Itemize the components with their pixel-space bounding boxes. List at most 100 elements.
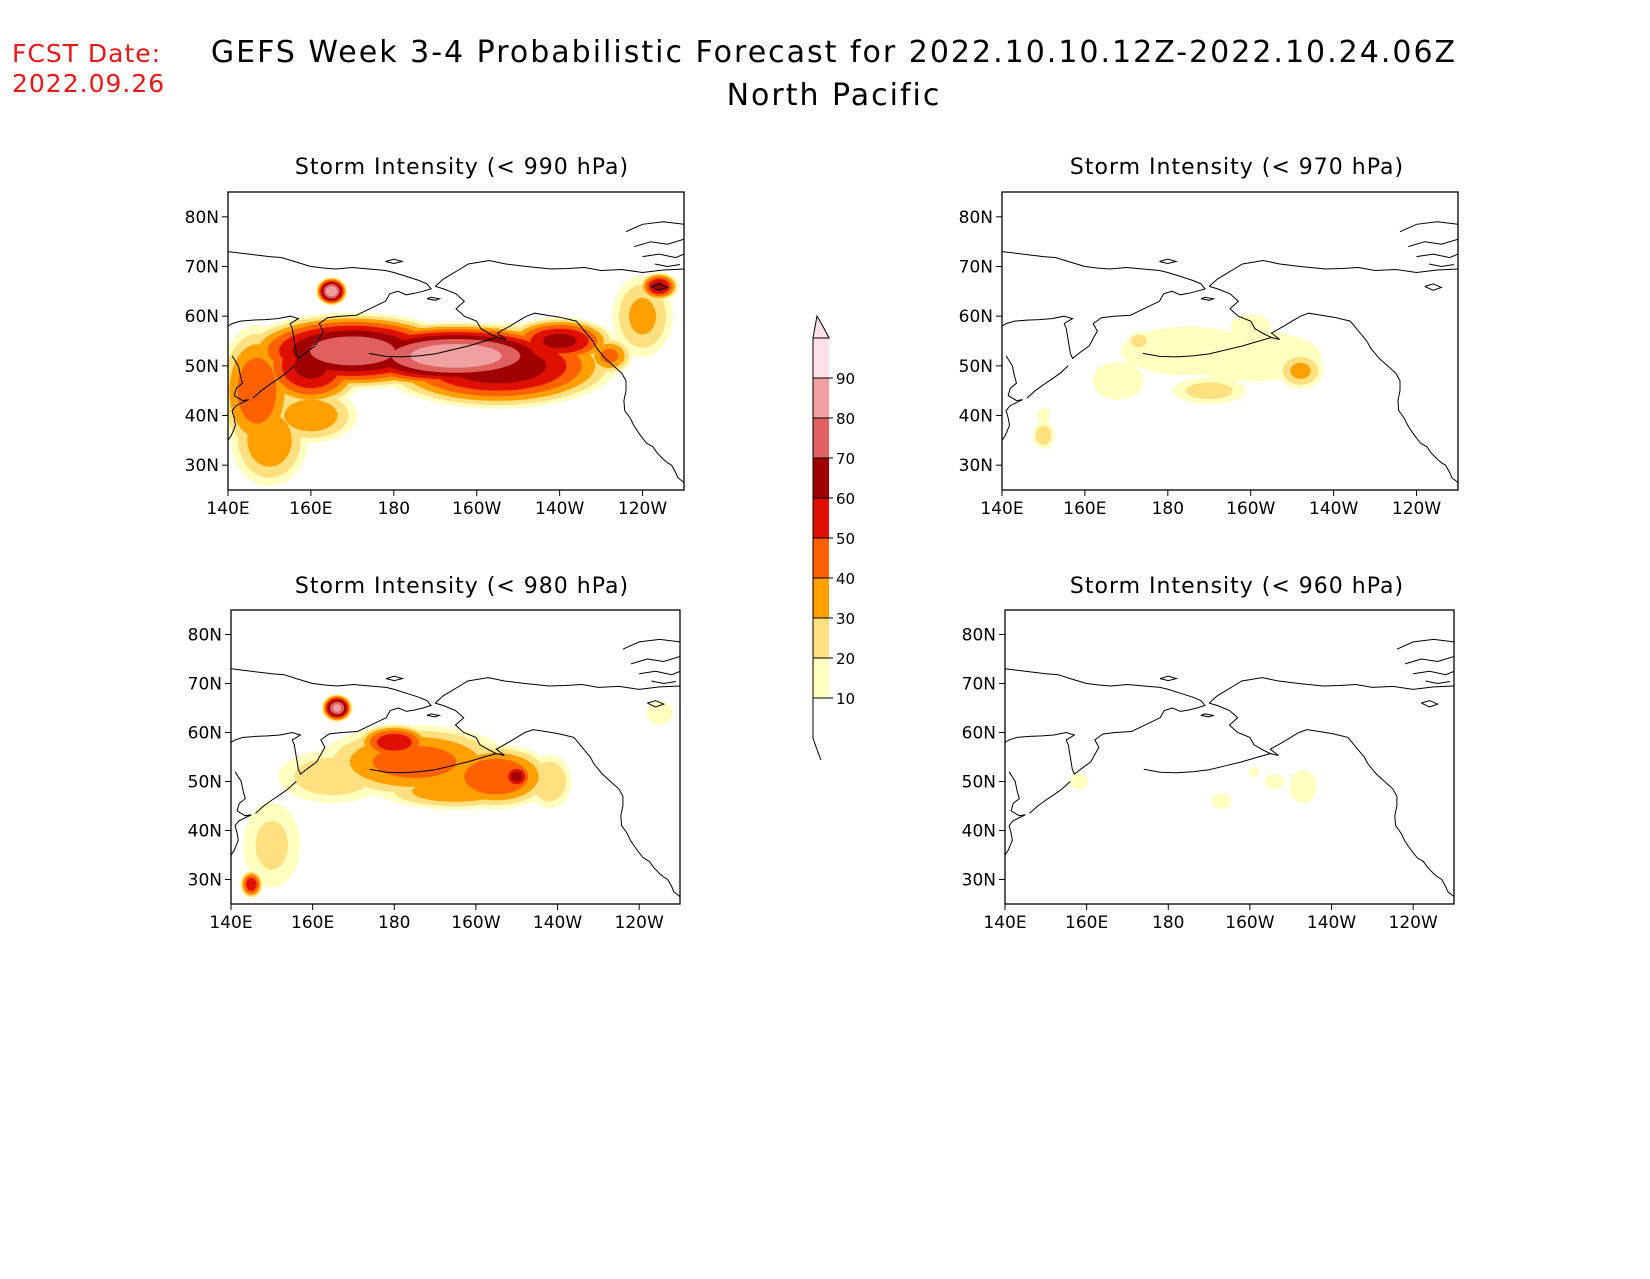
coastline bbox=[634, 238, 684, 248]
coastline bbox=[642, 253, 684, 259]
colorbar-swatch-60 bbox=[813, 458, 829, 498]
colorbar-swatch-30 bbox=[813, 578, 829, 618]
coastline bbox=[639, 670, 680, 676]
coastline bbox=[1002, 251, 1206, 360]
colorbar-swatch-70 bbox=[813, 418, 829, 458]
map-panel-970: 80N 70N 60N 50N 40N 30N 140E 160E 180 160W 140W 120… bbox=[959, 191, 1459, 519]
lon-tick-label: 180 bbox=[1152, 913, 1184, 933]
prob-contour-40 bbox=[237, 357, 277, 424]
lat-tick-label: 60N bbox=[188, 724, 222, 744]
main-subtitle: North Pacific bbox=[727, 78, 942, 113]
coastline bbox=[1424, 283, 1443, 291]
prob-contour-10 bbox=[1211, 793, 1231, 809]
colorbar-lower-tip bbox=[812, 700, 822, 761]
probability-field bbox=[239, 693, 673, 899]
prob-contour-10 bbox=[1092, 361, 1144, 400]
lat-tick-label: 50N bbox=[188, 773, 222, 793]
coastline bbox=[434, 677, 680, 704]
coastline bbox=[434, 259, 684, 287]
fcst-date: 2022.09.26 bbox=[12, 69, 165, 98]
lat-tick-label: 80N bbox=[962, 626, 996, 646]
lon-tick-label: 120W bbox=[618, 499, 667, 519]
coastline bbox=[1005, 771, 1026, 856]
coastline bbox=[255, 781, 297, 814]
coastline bbox=[1200, 296, 1216, 301]
colorbar-label-40: 40 bbox=[836, 570, 855, 588]
colorbar-upper-tip bbox=[812, 314, 830, 339]
lon-tick-label: 140E bbox=[209, 913, 252, 933]
coastline bbox=[625, 221, 684, 233]
lon-tick-label: 140E bbox=[983, 913, 1026, 933]
coastline bbox=[426, 713, 442, 718]
lon-tick-label: 180 bbox=[1152, 499, 1184, 519]
lat-tick-label: 70N bbox=[959, 258, 993, 278]
prob-contour-10 bbox=[1289, 769, 1317, 804]
lat-tick-label: 80N bbox=[959, 208, 993, 228]
coastline bbox=[1425, 680, 1450, 685]
coastline bbox=[434, 702, 680, 897]
map-frame bbox=[1001, 191, 1459, 491]
coastline bbox=[650, 283, 669, 291]
coastlines bbox=[231, 638, 680, 897]
lat-tick-label: 40N bbox=[959, 407, 993, 427]
prob-contour-30 bbox=[1290, 362, 1311, 379]
coastline bbox=[1428, 263, 1454, 268]
prob-contour-40 bbox=[464, 758, 529, 795]
lon-tick-label: 160W bbox=[451, 913, 500, 933]
probability-field bbox=[1032, 314, 1324, 449]
coastline bbox=[1416, 253, 1458, 259]
coastline bbox=[385, 675, 405, 682]
coastline bbox=[426, 296, 442, 301]
prob-contour-30 bbox=[284, 399, 338, 432]
coastline bbox=[1029, 781, 1071, 814]
coastline bbox=[622, 638, 680, 650]
prob-contour-10 bbox=[1264, 773, 1285, 790]
colorbar-label-10: 10 bbox=[836, 690, 855, 708]
prob-contour-10 bbox=[646, 701, 673, 725]
map-frame bbox=[227, 191, 685, 491]
prob-contour-80 bbox=[325, 286, 338, 297]
probability-field bbox=[1068, 766, 1317, 809]
lat-tick-label: 60N bbox=[962, 724, 996, 744]
lon-tick-label: 180 bbox=[378, 913, 410, 933]
map-panel-960: 80N 70N 60N 50N 40N 30N 140E 160E 180 160W 140W 120… bbox=[962, 609, 1455, 933]
panel-title-980: Storm Intensity (< 980 hPa) bbox=[295, 574, 629, 599]
colorbar-label-50: 50 bbox=[836, 530, 855, 548]
coastline bbox=[1159, 675, 1179, 682]
lon-tick-label: 160E bbox=[289, 499, 332, 519]
lon-tick-label: 160W bbox=[452, 499, 501, 519]
lat-tick-label: 30N bbox=[959, 456, 993, 476]
lon-tick-label: 120W bbox=[615, 913, 664, 933]
lat-tick-label: 70N bbox=[185, 258, 219, 278]
colorbar-label-80: 80 bbox=[836, 410, 855, 428]
coastline bbox=[1208, 677, 1454, 704]
coastline bbox=[1026, 365, 1069, 399]
prob-contour-10 bbox=[1068, 773, 1089, 790]
lon-tick-label: 140E bbox=[980, 499, 1023, 519]
colorbar-swatch-20 bbox=[813, 618, 829, 658]
coastline bbox=[1399, 221, 1458, 233]
lat-tick-label: 40N bbox=[185, 407, 219, 427]
colorbar-label-90: 90 bbox=[836, 370, 855, 388]
lon-tick-label: 160E bbox=[1065, 913, 1108, 933]
coastline bbox=[1200, 713, 1216, 718]
panel-title-960: Storm Intensity (< 960 hPa) bbox=[1070, 574, 1404, 599]
lat-tick-label: 30N bbox=[962, 871, 996, 891]
prob-contour-40 bbox=[600, 348, 619, 363]
coastline bbox=[1413, 670, 1454, 676]
prob-contour-70 bbox=[310, 336, 395, 366]
prob-contour-80 bbox=[333, 704, 342, 712]
map-frame bbox=[1004, 609, 1455, 905]
prob-contour-30 bbox=[247, 413, 292, 467]
lat-tick-label: 50N bbox=[962, 773, 996, 793]
lon-tick-label: 160E bbox=[291, 913, 334, 933]
coastline bbox=[369, 753, 497, 774]
coastline bbox=[1002, 355, 1023, 441]
prob-contour-50 bbox=[376, 733, 412, 751]
prob-contour-60 bbox=[542, 333, 577, 349]
coastline bbox=[651, 680, 676, 685]
lat-tick-label: 40N bbox=[188, 822, 222, 842]
map-background bbox=[1005, 610, 1454, 904]
